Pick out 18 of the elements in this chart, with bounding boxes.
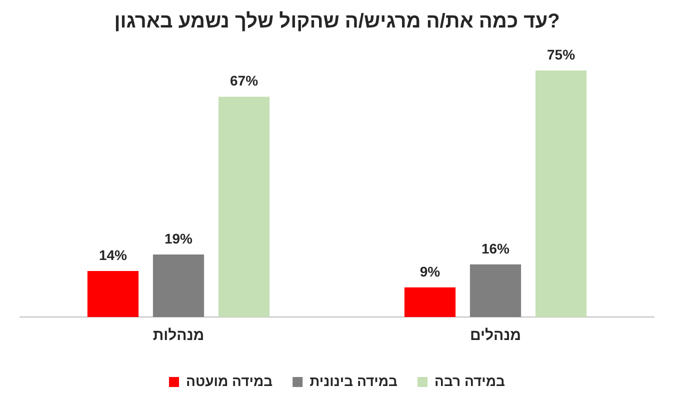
data-label: 75% — [547, 46, 576, 62]
data-label: 14% — [98, 246, 128, 263]
data-label: 9% — [420, 263, 441, 280]
legend-label: במידה רבה — [434, 372, 506, 389]
data-label: 19% — [164, 230, 194, 246]
bar — [470, 264, 522, 317]
bar — [218, 96, 270, 317]
data-label: 16% — [481, 240, 510, 256]
chart-title: עד כמה את/ה מרגיש/ה שהקול שלך נשמע בארגון? — [114, 10, 560, 33]
x-tick-label: מנהלות — [152, 327, 204, 344]
bar — [404, 287, 456, 317]
data-label: 67% — [230, 72, 259, 89]
legend-label: במידה מועטה — [186, 372, 273, 389]
bar — [152, 254, 204, 317]
x-tick-label: מנהלים — [470, 327, 522, 344]
legend-label: במידה בינונית — [310, 372, 398, 389]
bar — [535, 70, 587, 317]
bar — [87, 270, 139, 317]
